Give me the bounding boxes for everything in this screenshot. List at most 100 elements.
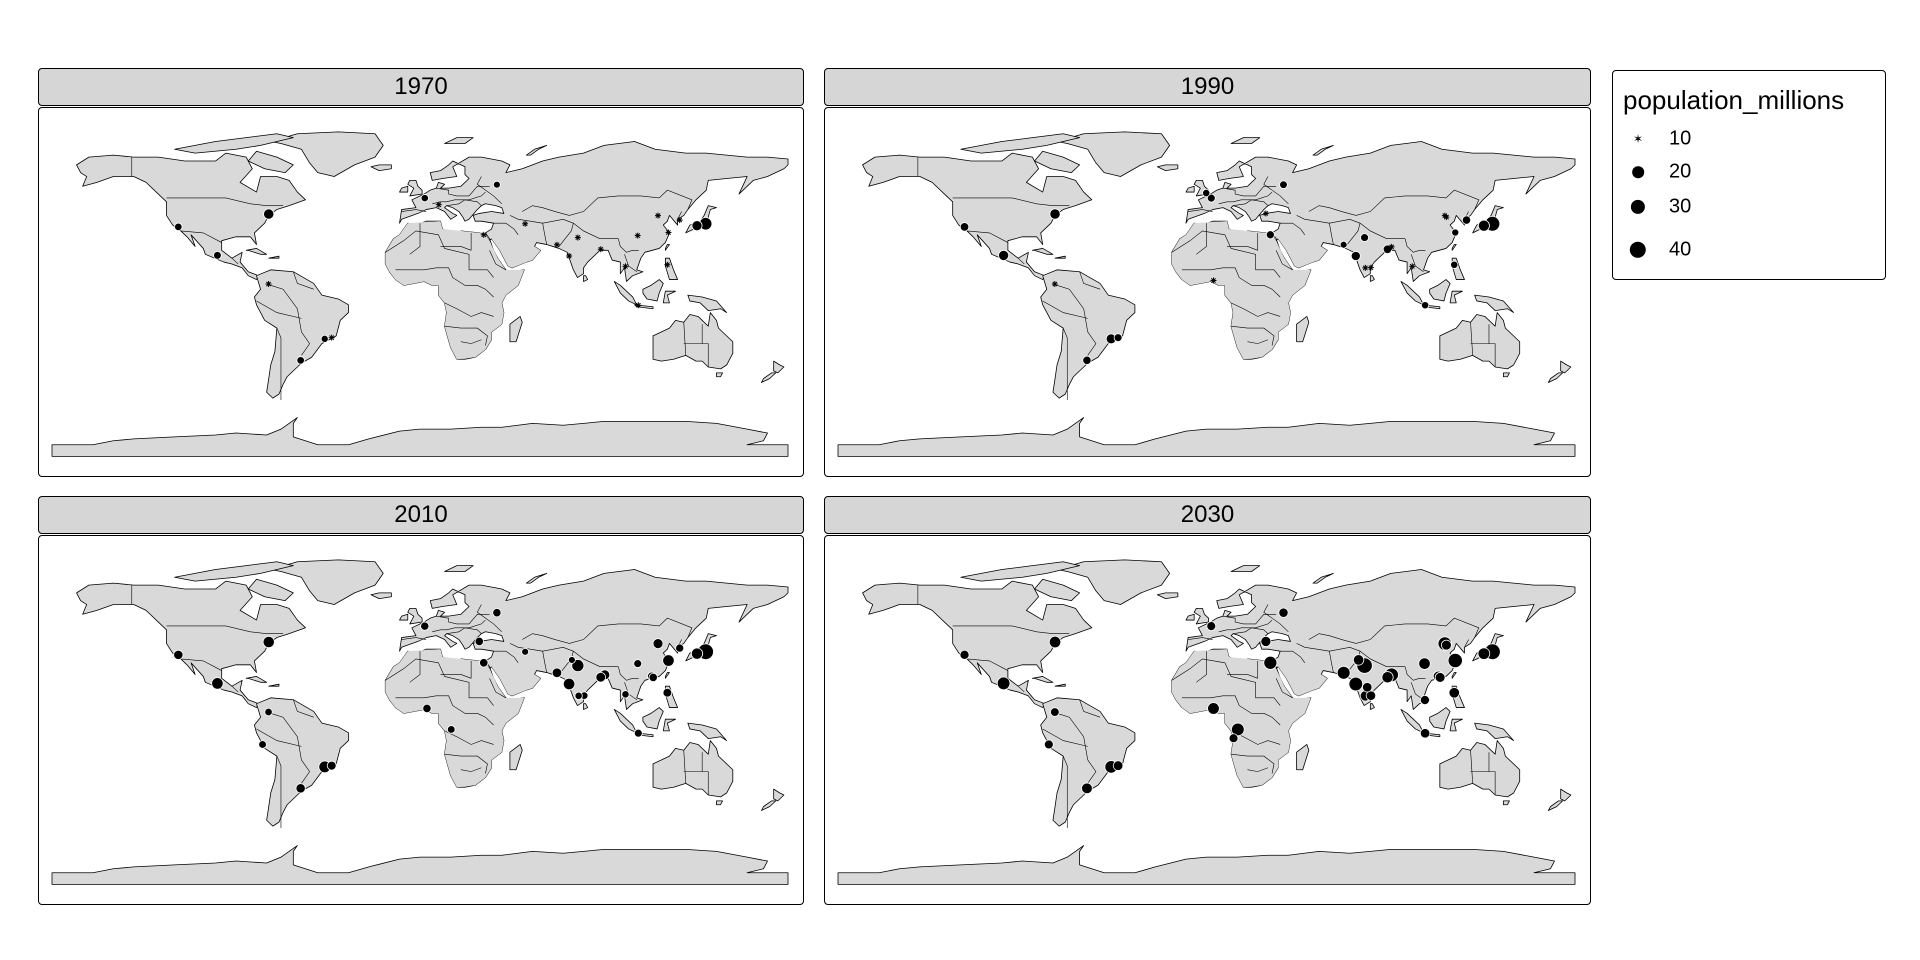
city-marker-shanghai xyxy=(665,229,672,236)
legend-item-10: ✶ 10 xyxy=(1613,124,1885,154)
landmass-hispaniola xyxy=(1054,683,1066,687)
city-marker-karachi xyxy=(553,241,560,248)
landmass-sri-lanka xyxy=(583,703,589,710)
landmass-antarctica xyxy=(51,417,789,457)
city-marker-osaka xyxy=(1477,219,1490,232)
landmass-madagascar xyxy=(509,316,523,343)
city-marker-milan xyxy=(435,201,442,208)
city-marker-los-angeles xyxy=(959,649,970,660)
country-border xyxy=(1226,674,1258,679)
city-marker-karachi xyxy=(551,667,563,678)
city-marker-los-angeles xyxy=(173,649,184,660)
map-panel-1970 xyxy=(38,107,804,477)
landmass-novaya-zemlya xyxy=(525,572,548,584)
city-marker-lagos xyxy=(1207,702,1220,715)
country-border xyxy=(493,222,519,235)
landmass-new-guinea xyxy=(687,294,728,313)
landmass-new-guinea xyxy=(687,722,728,741)
country-border xyxy=(301,759,310,784)
city-marker-lima xyxy=(1043,739,1054,750)
country-border xyxy=(409,651,421,683)
landmass-new-zealand-s xyxy=(1547,372,1564,383)
country-border xyxy=(1263,176,1289,204)
landmass-greenland xyxy=(270,559,384,605)
city-marker-shanghai xyxy=(662,654,675,667)
country-border xyxy=(509,643,548,673)
landmass-new-zealand-n xyxy=(1560,788,1572,802)
country-border xyxy=(1222,613,1277,625)
landmass-svalbard xyxy=(1230,137,1261,144)
city-marker-paris xyxy=(1206,193,1216,203)
landmass-new-zealand-n xyxy=(773,360,785,374)
country-border xyxy=(1079,271,1101,290)
city-marker-new-york xyxy=(263,208,275,220)
landmass-hispaniola xyxy=(268,683,280,687)
country-border xyxy=(509,215,548,245)
landmass-uk xyxy=(407,180,423,197)
landmass-baffin xyxy=(247,150,294,174)
country-border xyxy=(1188,637,1213,640)
landmass-new-zealand-s xyxy=(761,372,777,383)
city-marker-lima xyxy=(258,740,267,749)
landmass-iceland xyxy=(370,592,392,600)
country-border xyxy=(493,650,519,663)
country-border xyxy=(1062,327,1068,401)
country-border xyxy=(624,254,637,272)
map-panel-2010 xyxy=(38,535,804,905)
city-marker-new-york xyxy=(1048,635,1062,649)
landmass-borneo xyxy=(1429,707,1451,730)
country-border xyxy=(1410,254,1424,272)
country-border xyxy=(476,604,502,632)
city-marker-cairo xyxy=(479,658,489,668)
city-marker-cairo xyxy=(480,231,487,238)
legend-symbol-20 xyxy=(1632,166,1644,178)
landmass-africa-fill xyxy=(1171,649,1311,788)
city-marker-beijing xyxy=(655,212,661,219)
country-border xyxy=(436,613,490,625)
country-border xyxy=(166,197,284,206)
city-marker-jakarta xyxy=(1421,301,1430,310)
country-border xyxy=(446,199,482,206)
city-marker-moscow xyxy=(492,608,502,618)
city-marker-mumbai xyxy=(562,677,576,691)
city-marker-mumbai xyxy=(1350,251,1361,261)
city-marker-seoul xyxy=(676,217,683,224)
country-border xyxy=(1345,223,1361,247)
country-border xyxy=(385,658,494,706)
country-border xyxy=(1296,643,1334,673)
city-marker-bogota xyxy=(1051,281,1058,288)
panel-title-2030: 2030 xyxy=(824,496,1591,534)
world-map-2030 xyxy=(837,559,1576,885)
country-border xyxy=(1231,325,1275,346)
landmass-arabia-fill xyxy=(1278,662,1328,696)
country-border xyxy=(1329,218,1406,239)
country-border xyxy=(1296,215,1334,245)
country-border xyxy=(1196,651,1207,683)
landmass-tasmania xyxy=(1502,800,1510,806)
legend-item-30: 30 xyxy=(1613,192,1885,222)
landmass-new-zealand-n xyxy=(773,788,785,802)
landmass-south-america xyxy=(254,697,349,827)
city-marker-rio-de-janeiro xyxy=(328,334,335,341)
city-marker-moscow xyxy=(1279,180,1288,189)
landmass-taiwan xyxy=(664,244,670,251)
landmass-ireland xyxy=(399,185,409,193)
landmass-novaya-zemlya xyxy=(1312,144,1334,156)
landmass-greenland xyxy=(270,131,384,177)
landmass-antarctica xyxy=(51,845,789,885)
country-border xyxy=(1263,604,1289,632)
city-marker-kolkata xyxy=(1381,671,1394,684)
legend-label: 10 xyxy=(1669,127,1692,150)
landmass-canadian-islands xyxy=(174,133,294,154)
landmass-sumatra xyxy=(613,281,638,306)
country-border xyxy=(385,230,494,278)
landmass-borneo xyxy=(642,707,664,730)
landmass-south-america xyxy=(1040,697,1136,827)
legend-symbol-10: ✶ xyxy=(1632,132,1644,146)
country-border xyxy=(618,666,639,681)
legend: population_millions ✶ 10 20 30 40 xyxy=(1612,70,1886,280)
landmass-iceland xyxy=(370,164,392,172)
landmass-australia xyxy=(1439,740,1521,798)
landmass-arabia-fill xyxy=(491,234,541,268)
country-border xyxy=(444,325,488,346)
